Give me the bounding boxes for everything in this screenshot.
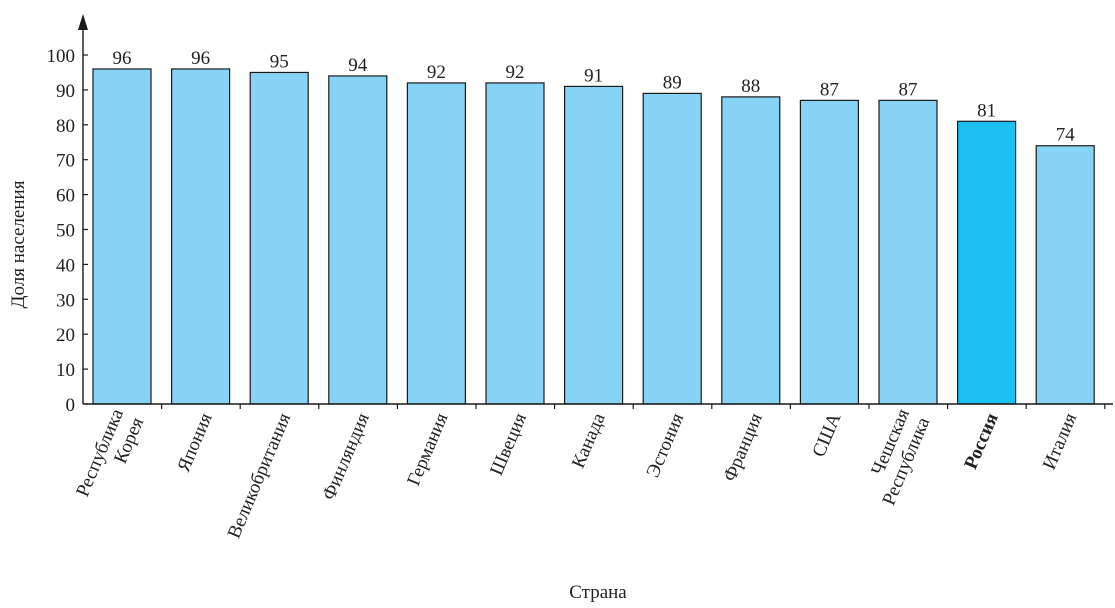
- category-label: Великобритания: [224, 410, 296, 542]
- category-label-line: Эстония: [643, 410, 689, 481]
- bar: [328, 75, 388, 405]
- bar: [485, 82, 545, 405]
- category-label-line: Великобритания: [224, 410, 296, 542]
- value-label: 81: [977, 100, 996, 121]
- value-label: 89: [663, 72, 682, 93]
- category-label: Канада: [568, 410, 610, 472]
- value-label: 95: [270, 51, 289, 72]
- bar: [563, 85, 624, 405]
- bar: [171, 68, 231, 405]
- y-tick-label: 90: [56, 81, 75, 102]
- value-label: 92: [427, 62, 446, 83]
- y-axis-arrowhead: [78, 14, 88, 30]
- y-tick-label: 40: [56, 255, 75, 276]
- bar: [956, 120, 1017, 405]
- bar: [799, 99, 860, 405]
- category-label: Швеция: [486, 410, 531, 479]
- category-label: Италия: [1039, 410, 1082, 473]
- category-label-line: Швеция: [486, 410, 531, 479]
- y-tick-label: 100: [47, 46, 76, 67]
- value-label: 74: [1056, 125, 1076, 146]
- y-tick-label: 60: [56, 186, 75, 207]
- bar: [642, 92, 702, 405]
- y-axis-title: Доля населения: [8, 180, 29, 308]
- category-label-line: Россия: [960, 410, 1002, 472]
- x-axis-title: Страна: [569, 582, 627, 603]
- value-label: 88: [741, 76, 760, 97]
- bar: [1035, 145, 1095, 405]
- bars: [92, 68, 1095, 405]
- y-tick-label: 10: [56, 360, 75, 381]
- category-label: США: [808, 410, 845, 460]
- y-tick-label: 50: [56, 221, 75, 242]
- category-label: Финляндия: [319, 410, 375, 503]
- bar: [92, 68, 152, 405]
- category-label-line: Канада: [568, 410, 610, 472]
- value-label: 87: [899, 79, 918, 100]
- bar: [406, 82, 466, 405]
- category-label-line: Италия: [1039, 410, 1082, 473]
- category-label: Россия: [960, 410, 1002, 472]
- category-label: Япония: [173, 410, 216, 475]
- bar: [721, 96, 781, 405]
- value-label: 91: [584, 65, 603, 86]
- value-label: 94: [348, 55, 368, 76]
- y-tick-label: 30: [56, 290, 75, 311]
- y-tick-label: 80: [56, 116, 75, 137]
- value-label: 96: [191, 48, 210, 69]
- value-label: 87: [820, 79, 839, 100]
- value-labels: 96 96 95 94 92 92 91 89 88 87 87 81 74: [113, 48, 1076, 146]
- x-axis-ticks: [161, 404, 1106, 409]
- bar: [249, 71, 309, 405]
- y-tick-label: 20: [56, 325, 75, 346]
- y-axis-ticks: 0 10 20 30 40 50 60 70 80 90 100: [47, 46, 88, 416]
- category-label: Германия: [403, 410, 452, 489]
- category-label-line: Япония: [173, 410, 216, 475]
- y-tick-label: 70: [56, 151, 75, 172]
- category-label-line: США: [808, 410, 845, 460]
- category-label: Франция: [719, 410, 767, 485]
- category-label-line: Франция: [719, 410, 767, 485]
- category-label: Эстония: [643, 410, 689, 481]
- category-label-line: Финляндия: [319, 410, 375, 503]
- y-tick-label: 0: [66, 395, 76, 416]
- value-label: 96: [113, 48, 132, 69]
- value-label: 92: [506, 62, 525, 83]
- category-label-line: Германия: [403, 410, 452, 489]
- bar: [878, 99, 938, 405]
